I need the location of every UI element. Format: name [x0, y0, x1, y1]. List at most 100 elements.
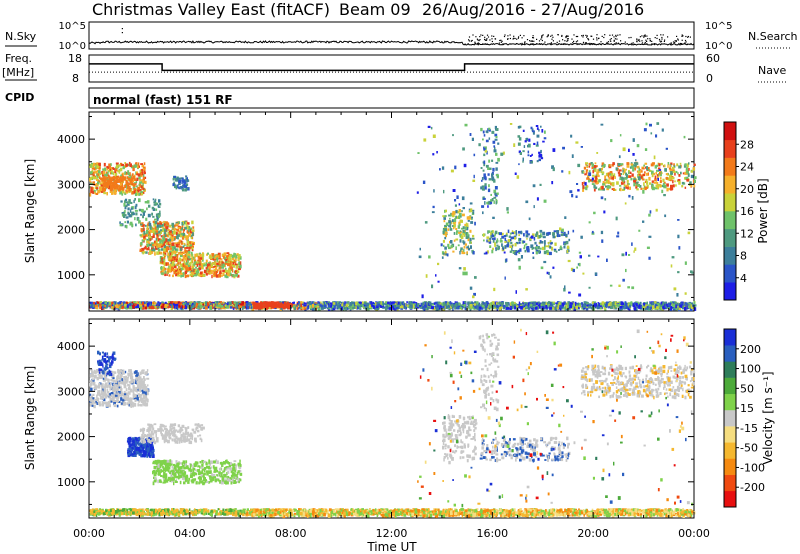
- data-cell: [108, 169, 111, 173]
- data-cell: [101, 306, 104, 310]
- data-cell: [639, 306, 643, 310]
- data-cell: [151, 212, 153, 216]
- data-cell: [147, 213, 151, 218]
- data-cell: [140, 172, 142, 175]
- nsearch-point: [516, 38, 518, 40]
- data-cell: [303, 304, 307, 307]
- data-cell: [152, 301, 155, 304]
- data-cell: [485, 301, 489, 304]
- data-cell: [164, 273, 167, 277]
- data-cell: [580, 302, 583, 305]
- data-cell: [453, 227, 455, 230]
- nsearch-point: [566, 35, 568, 37]
- data-cell: [367, 303, 370, 306]
- data-cell: [558, 304, 562, 309]
- data-cell: [170, 233, 173, 237]
- data-cell: [209, 302, 212, 306]
- data-cell: [189, 270, 193, 273]
- nsearch-point: [645, 39, 647, 41]
- data-cell: [247, 302, 249, 305]
- data-cell: [137, 302, 140, 305]
- data-cell: [556, 230, 560, 234]
- data-cell: [104, 180, 106, 183]
- data-cell: [161, 303, 164, 307]
- data-cell: [141, 239, 145, 242]
- nsearch-point: [631, 42, 633, 44]
- data-cell: [342, 306, 345, 311]
- nsearch-point: [684, 42, 686, 44]
- data-cell: [522, 240, 526, 243]
- data-cell: [178, 241, 181, 245]
- data-cell: [198, 263, 201, 266]
- data-cell: [183, 229, 185, 232]
- data-cell: [109, 171, 112, 175]
- data-cell: [133, 199, 135, 204]
- nsearch-point: [565, 35, 567, 38]
- data-cell: [359, 307, 361, 310]
- data-cell: [192, 243, 194, 246]
- data-cell: [108, 302, 111, 306]
- data-cell: [173, 256, 177, 261]
- data-cell: [226, 269, 229, 273]
- data-cell: [159, 203, 162, 206]
- data-cell: [191, 220, 194, 225]
- data-cell: [126, 184, 128, 187]
- data-cell: [170, 255, 172, 259]
- data-cell: [120, 174, 123, 177]
- data-cell: [457, 225, 460, 229]
- data-cell: [183, 264, 186, 268]
- data-cell: [92, 175, 95, 179]
- data-cell: [215, 270, 218, 274]
- nsearch-point: [566, 40, 568, 42]
- data-cell: [216, 260, 219, 263]
- data-cell: [125, 306, 128, 310]
- data-cell: [470, 302, 473, 305]
- data-cell: [123, 301, 126, 305]
- data-cell: [158, 245, 161, 248]
- data-cell: [180, 274, 182, 278]
- data-cell: [486, 236, 490, 239]
- data-cell: [480, 307, 484, 310]
- nsearch-point: [546, 36, 548, 38]
- data-cell: [190, 260, 193, 264]
- data-cell: [147, 240, 150, 244]
- data-cell: [220, 258, 223, 261]
- data-cell: [112, 302, 115, 306]
- data-cell: [467, 301, 470, 305]
- data-cell: [542, 303, 545, 307]
- data-cell: [220, 264, 222, 268]
- data-cell: [329, 304, 332, 308]
- data-cell: [182, 267, 185, 271]
- data-cell: [180, 241, 184, 245]
- data-cell: [141, 208, 144, 212]
- data-cell: [260, 302, 263, 304]
- data-cell: [273, 304, 276, 308]
- data-cell: [164, 229, 167, 232]
- nsearch-point: [518, 36, 520, 38]
- nsearch-point: [592, 38, 595, 40]
- nsearch-point: [632, 42, 634, 44]
- data-cell: [93, 172, 95, 175]
- nsearch-point: [486, 39, 488, 41]
- nsearch-point: [536, 43, 538, 45]
- data-cell: [693, 307, 697, 311]
- data-cell: [686, 302, 689, 305]
- data-cell: [125, 179, 128, 183]
- data-cell: [196, 253, 199, 257]
- nsearch-point: [641, 42, 644, 44]
- data-cell: [143, 231, 146, 235]
- data-cell: [552, 303, 555, 306]
- data-cell: [140, 193, 144, 196]
- data-cell: [633, 307, 637, 310]
- nsearch-point: [658, 38, 661, 41]
- data-cell: [214, 261, 217, 264]
- data-cell: [127, 182, 130, 186]
- data-cell: [326, 307, 330, 310]
- nsearch-point: [615, 42, 617, 44]
- nsearch-point: [630, 36, 632, 39]
- data-cell: [676, 302, 679, 307]
- data-cell: [311, 307, 315, 311]
- data-cell: [376, 307, 379, 310]
- data-cell: [203, 263, 206, 267]
- data-cell: [462, 207, 465, 210]
